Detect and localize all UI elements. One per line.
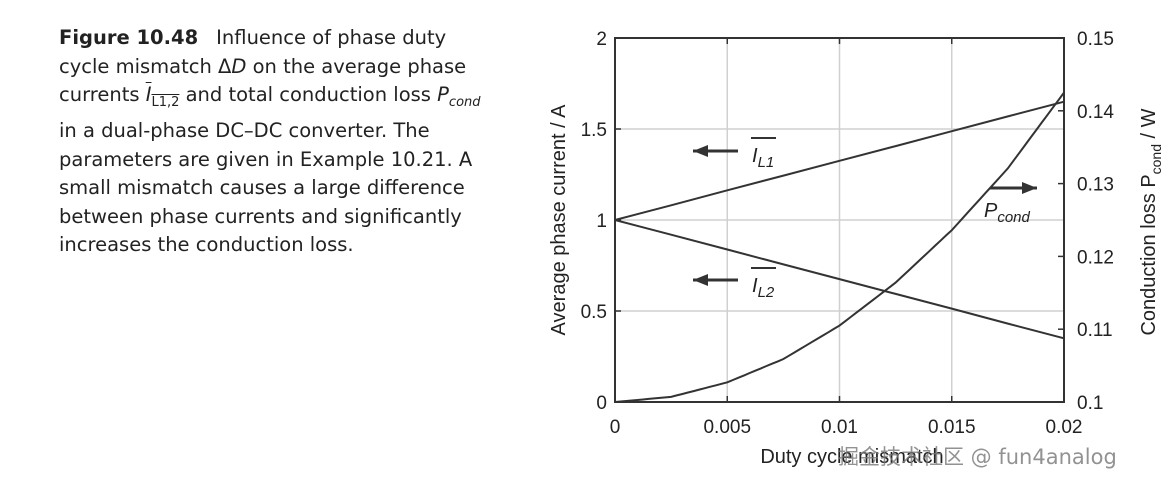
arrow-il1-head (693, 145, 708, 157)
caption-p-sub: cond (448, 94, 481, 110)
label-il2: IL2 (752, 275, 775, 301)
x-tick-label: 0 (610, 417, 621, 438)
caption-line-2b: on the average phase (246, 54, 467, 78)
caption-line-5: parameters are given in Example 10.21. A (59, 147, 473, 171)
y-right-tick-label: 0.11 (1077, 320, 1113, 341)
caption-line-7: between phase currents and significantly (59, 204, 462, 228)
x-tick-label: 0.01 (821, 417, 858, 438)
figure-caption: Figure 10.48 Influence of phase duty cycl… (59, 24, 529, 260)
y-left-tick-label: 0 (596, 393, 607, 414)
y-left-axis-label: Average phase current / A (548, 104, 570, 336)
caption-line-3b: and total conduction loss (179, 83, 438, 106)
grid-layer (615, 38, 1064, 402)
caption-delta: Δ (218, 54, 232, 78)
caption-line-4: in a dual-phase DC–DC converter. The (59, 119, 430, 143)
arrow-il2-head (693, 274, 708, 286)
caption-line-8: increases the conduction loss. (59, 233, 354, 257)
y-right-tick-label: 0.14 (1077, 102, 1114, 123)
x-tick-label: 0.02 (1046, 417, 1083, 438)
y-right-tick-label: 0.15 (1077, 29, 1114, 50)
y-right-tick-label: 0.13 (1077, 175, 1114, 196)
caption-current-symbol: IL1,2 (145, 83, 180, 110)
label-layer: IL1 IL2 Pcond (693, 137, 1037, 301)
arrow-pcond-head (1022, 182, 1037, 194)
y-left-tick-label: 2 (596, 29, 607, 50)
caption-line-2a: cycle mismatch (59, 54, 219, 78)
caption-line-6: small mismatch causes a large difference (59, 176, 465, 200)
y-left-tick-label: 1 (596, 211, 607, 232)
caption-d: D (231, 54, 247, 78)
y-right-tick-label: 0.12 (1077, 247, 1114, 268)
label-pcond: Pcond (984, 200, 1031, 226)
series-layer (614, 92, 1065, 403)
series-line-i-l1 (614, 100, 1065, 221)
y-right-axis-label: Conduction loss Pcond / W (1138, 108, 1164, 335)
caption-line-1: Influence of phase duty (216, 26, 447, 49)
y-right-tick-label: 0.1 (1077, 393, 1103, 414)
series-line-p-cond (614, 92, 1065, 403)
x-tick-label: 0.005 (703, 417, 751, 438)
figure-label: Figure 10.48 (59, 26, 199, 49)
caption-line-3a: currents (59, 83, 146, 106)
x-tick-label: 0.015 (928, 417, 976, 438)
series-line-i-l2 (614, 219, 1065, 340)
watermark: 掘金技术社区 @ fun4analog (838, 445, 1117, 469)
axis-layer: 0 0.005 0.01 0.015 0.02 0 0.5 1 1.5 2 0.1 0.11 0.12 0… (548, 29, 1164, 468)
caption-p: P (437, 83, 449, 106)
label-il1: IL1 (752, 145, 774, 171)
x-axis-label: Duty cycle mismatch (760, 446, 943, 468)
y-left-tick-label: 1.5 (581, 120, 607, 141)
y-left-tick-label: 0.5 (581, 302, 607, 323)
